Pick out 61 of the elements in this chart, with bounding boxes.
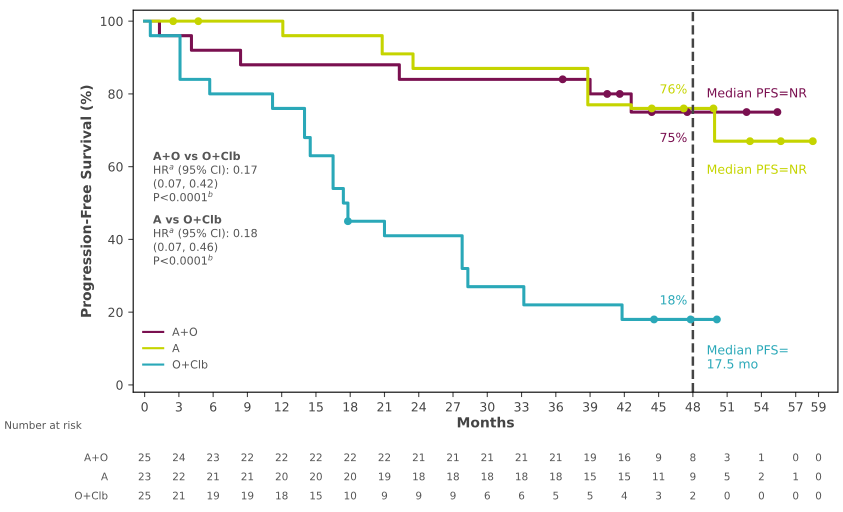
x-tick-label: 39 — [583, 402, 598, 412]
x-tick-label: 18 — [344, 402, 358, 412]
point — [648, 104, 656, 112]
text: A+O 25 24 23 22 22 22 22 22 21 21 21 21 21 19 16 9 8 3 1 0 0 — [84, 453, 822, 462]
legend-label: A+O — [172, 328, 198, 336]
point — [558, 75, 567, 84]
point — [194, 17, 202, 26]
legend-label: O+Clb — [172, 360, 208, 369]
annotation: Median PFS=NR — [708, 164, 807, 174]
y-tick-label: 100 — [100, 16, 123, 26]
annotation: A vs O+Clb HR$^{a}$ (95% CI): 0.18 (0.07, 0.46) P<0.0001$^{b}$ — [152, 214, 257, 265]
x-tick-label: 6 — [210, 402, 216, 412]
y-tick-label: 20 — [108, 308, 123, 318]
y-axis-title: Progression-Free Survival (%) — [80, 86, 94, 317]
annotation: 75% — [660, 132, 687, 142]
x-tick-label: 54 — [754, 402, 769, 412]
point — [773, 108, 782, 116]
point — [344, 217, 352, 226]
x-tick-label: 27 — [446, 402, 460, 412]
x-tick-label: 21 — [377, 402, 392, 412]
annotation: 18% — [660, 295, 687, 305]
x-tick-label: 57 — [788, 402, 803, 412]
x-tick-label: 3 — [176, 402, 182, 412]
y-tick-label: 80 — [108, 89, 123, 99]
point — [169, 17, 178, 26]
legend-label: A — [172, 344, 180, 352]
x-axis-title: Months — [458, 416, 514, 428]
y-tick-label: 60 — [108, 162, 123, 172]
annotation: Median PFS=NR — [708, 88, 807, 98]
x-tick-label: 42 — [617, 402, 632, 412]
point — [686, 315, 695, 324]
point — [680, 104, 688, 112]
annotation: Median PFS= 17.5 mo — [708, 344, 788, 369]
x-tick-label: 45 — [651, 402, 666, 412]
y-tick-label: 40 — [108, 234, 123, 244]
point — [746, 137, 754, 146]
text: O+Clb 25 21 19 19 18 15 10 9 9 9 6 6 5 5 4 3 2 0 0 0 0 — [74, 491, 822, 500]
x-tick-label: 9 — [244, 402, 251, 412]
text: Number at risk — [5, 420, 82, 430]
x-tick-label: 36 — [548, 402, 563, 412]
x-tick-label: 24 — [412, 402, 426, 412]
text: A 23 22 21 21 20 20 20 19 18 18 18 18 18 15 15 11 9 5 2 1 0 — [101, 472, 822, 480]
x-tick-label: 51 — [720, 402, 734, 412]
x-tick-label: 33 — [514, 402, 528, 412]
x-tick-label: 30 — [480, 402, 494, 412]
x-tick-label: 12 — [275, 402, 288, 412]
annotation: A+O vs O+Clb HR$^{a}$ (95% CI): 0.17 (0.07, 0.42) P<0.0001$^{b}$ — [152, 152, 257, 202]
annotation: 76% — [660, 84, 687, 94]
point — [742, 108, 751, 116]
x-tick-label: 59 — [812, 402, 826, 412]
point — [650, 315, 658, 324]
point — [603, 90, 612, 98]
point — [776, 137, 785, 146]
point — [616, 90, 624, 98]
point — [712, 315, 721, 324]
y-tick-label: 0 — [116, 380, 123, 390]
x-tick-label: 0 — [141, 402, 148, 412]
point — [709, 104, 718, 112]
point — [808, 137, 817, 146]
x-tick-label: 48 — [686, 402, 700, 412]
x-tick-label: 15 — [309, 402, 323, 412]
